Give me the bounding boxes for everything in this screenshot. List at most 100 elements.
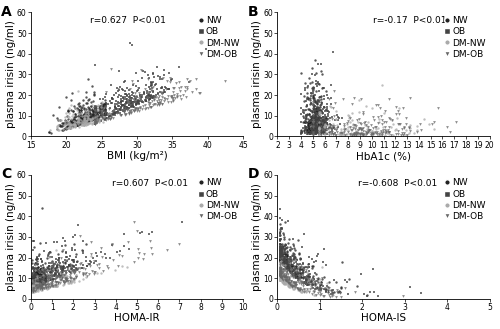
Point (322, 287, 330, 292)
Point (28, 274, 36, 279)
Point (146, 101, 154, 106)
Point (276, 252, 283, 257)
Point (117, 112, 125, 117)
Point (302, 108, 310, 113)
Point (29, 278, 37, 283)
Point (29, 274, 37, 279)
Point (305, 120, 313, 126)
Point (98, 114, 106, 119)
Point (314, 123, 322, 129)
Point (28, 286, 36, 291)
Point (276, 266, 283, 271)
Point (88, 121, 96, 126)
Point (52, 283, 60, 288)
Point (88, 115, 96, 121)
Point (341, 132, 349, 138)
Point (279, 251, 287, 256)
Point (62, 251, 70, 256)
Point (325, 129, 333, 135)
Point (112, 111, 120, 116)
Point (307, 117, 315, 122)
Point (302, 270, 310, 275)
Point (342, 278, 349, 283)
Point (279, 244, 287, 249)
Point (56, 128, 64, 133)
Point (112, 110, 120, 115)
Point (389, 122, 397, 127)
Point (378, 82, 386, 88)
Point (124, 106, 132, 111)
Point (157, 89, 165, 95)
Point (280, 258, 288, 264)
Point (316, 108, 324, 114)
Point (354, 283, 362, 288)
Point (312, 128, 320, 133)
Point (291, 266, 299, 272)
Point (304, 129, 312, 135)
Point (276, 206, 283, 211)
Point (32, 282, 40, 288)
Point (39, 280, 47, 285)
Point (309, 95, 317, 100)
Point (75, 270, 83, 275)
Point (56, 118, 64, 123)
Point (34, 282, 42, 287)
Point (120, 88, 128, 93)
Point (290, 284, 298, 289)
Point (138, 99, 146, 105)
Point (276, 271, 283, 276)
Point (41, 280, 49, 286)
Point (38, 278, 46, 283)
Point (324, 288, 332, 293)
Point (358, 109, 366, 114)
Point (86, 117, 94, 122)
Point (111, 107, 119, 112)
Point (375, 132, 383, 137)
Point (36, 280, 44, 286)
Point (58, 124, 66, 129)
Point (313, 114, 321, 119)
Point (90, 120, 98, 125)
Point (304, 124, 312, 129)
Point (284, 263, 292, 268)
Point (126, 88, 134, 93)
Point (32, 277, 40, 282)
Point (300, 279, 308, 285)
Point (66, 125, 74, 130)
Point (328, 126, 336, 131)
Point (57, 277, 65, 282)
Point (319, 125, 327, 130)
Point (276, 247, 283, 252)
Point (318, 110, 326, 115)
Point (297, 275, 305, 280)
Point (402, 128, 410, 133)
Point (62, 124, 70, 130)
Point (46, 269, 54, 275)
Point (36, 267, 44, 272)
Point (148, 82, 156, 88)
Point (286, 265, 294, 270)
Point (100, 112, 108, 117)
Point (88, 113, 96, 118)
Point (276, 272, 283, 277)
Point (68, 266, 76, 271)
Point (338, 260, 346, 265)
Point (63, 278, 71, 284)
Point (276, 267, 283, 272)
Point (46, 269, 54, 274)
Point (71, 269, 79, 274)
Point (374, 125, 382, 130)
Point (144, 73, 152, 78)
Point (285, 283, 293, 288)
Point (62, 279, 70, 284)
Point (286, 281, 294, 287)
Point (316, 279, 324, 285)
Point (303, 113, 311, 118)
Point (77, 120, 85, 125)
Point (132, 106, 140, 112)
Point (68, 263, 76, 268)
Point (317, 281, 325, 287)
Point (278, 218, 286, 223)
Point (188, 90, 196, 95)
Point (280, 255, 288, 260)
